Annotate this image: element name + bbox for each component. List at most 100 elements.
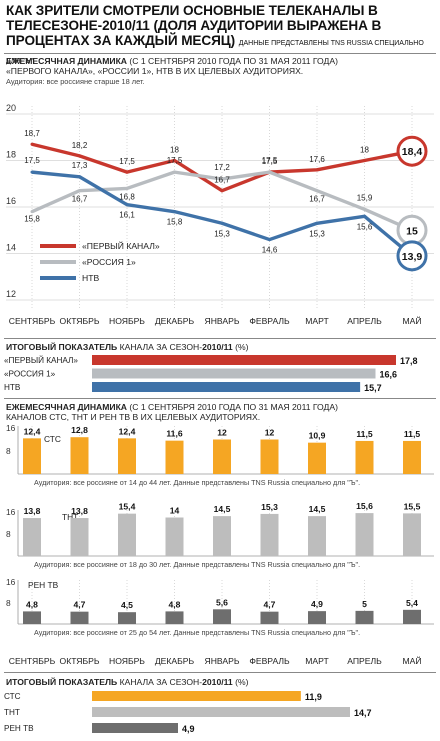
month-bar-value: 5,4	[406, 598, 418, 608]
channel-label: ТНТ	[62, 512, 78, 522]
month-bar-value: 14,5	[214, 504, 231, 514]
month-bar-value: 15,6	[356, 501, 373, 511]
section3-heading-rest: (с 1 сентября 2010 года по 31 мая 2011 г…	[129, 402, 338, 412]
y-tick-label: 16	[6, 577, 16, 587]
section3-heading: Ежемесячная динамика (с 1 сентября 2010 …	[6, 402, 438, 412]
line-chart-legend: «ПЕРВЫЙ КАНАЛ» «РОССИЯ 1» НТВ	[40, 240, 160, 283]
section4-heading-season: 2010/11	[202, 677, 233, 687]
row-label: «РОССИЯ 1»	[4, 370, 56, 379]
month-bar-value: 11,5	[356, 429, 372, 439]
panel-audience: Аудитория: все россияне от 18 до 30 лет.…	[34, 560, 360, 569]
row-label: СТС	[4, 692, 21, 701]
data-label: 17,5	[262, 157, 278, 166]
channel-label: СТС	[44, 434, 61, 444]
y-tick-label: 16	[6, 507, 16, 517]
month-bar-value: 4,5	[121, 600, 133, 610]
month-bar	[308, 611, 326, 624]
month-bar-value: 15,3	[261, 502, 278, 512]
end-value-circle	[396, 135, 428, 167]
section1-heading-bold: Ежемесячная динамика	[6, 56, 128, 66]
data-point	[173, 170, 176, 174]
data-label: 17,5	[262, 156, 278, 165]
month-bar-value: 4,8	[26, 599, 38, 609]
month-bar-value: 5,6	[216, 597, 228, 607]
data-label: 15,6	[357, 222, 373, 231]
month-bar	[118, 612, 136, 624]
data-label: 17,6	[309, 155, 325, 164]
month-bar	[403, 609, 421, 624]
month-bar	[165, 611, 184, 624]
line-chart-grid: 12 14 16 18 20 СЕНТЯБРЬ ОКТЯБРЬ НОЯБРЬ ДЕКАБРЬ ЯН…	[6, 103, 434, 326]
section3-heading-bold: Ежемесячная динамика	[6, 402, 128, 412]
section1-subheading: «Первого канала», «России 1», НТВ в их ц…	[6, 66, 304, 76]
data-point	[268, 170, 271, 174]
end-value-circle	[396, 240, 428, 272]
season-bar	[92, 691, 301, 701]
data-point	[315, 168, 319, 172]
section1-heading: Ежемесячная динамика (с 1 сентября 2010 …	[6, 56, 438, 66]
y-tick-label: 8	[6, 598, 11, 608]
divider	[4, 398, 436, 399]
section4-heading-unit: (%)	[235, 677, 249, 687]
month-bar-value: 12,4	[24, 426, 41, 436]
data-label: 18,7	[24, 129, 40, 138]
y-tick-label: 16	[6, 196, 16, 206]
month-bar-value: 13,8	[71, 506, 88, 516]
y-tick-label: 16	[6, 424, 16, 433]
data-label: 16,1	[119, 211, 135, 220]
season-bar-value: 11,9	[305, 692, 322, 702]
month-bar	[403, 440, 421, 474]
data-point	[30, 170, 34, 174]
month-bar	[213, 439, 231, 474]
data-point	[78, 154, 81, 158]
month-bar	[23, 518, 41, 556]
data-point	[268, 238, 271, 242]
season-bar-value: 4,9	[182, 724, 195, 734]
month-bar	[118, 438, 136, 474]
data-label: 16,7	[309, 195, 325, 204]
month-bar-value: 14	[170, 506, 180, 516]
month-bar-value: 14,5	[309, 504, 326, 514]
section3-subheading: каналов СТС, ТНТ и РЕН ТВ в их целевых а…	[6, 412, 261, 422]
section1-audience: Аудитория: все россияне старше 18 лет.	[6, 77, 145, 86]
data-label: 17,2	[214, 163, 230, 172]
data-label: 17,3	[72, 161, 88, 170]
chart-title: Как зрители смотрели основные телеканалы…	[6, 3, 438, 69]
data-point	[363, 207, 366, 211]
month-bar-value: 12	[217, 428, 227, 438]
data-label: 18,2	[72, 141, 88, 150]
data-point	[315, 221, 319, 225]
month-bar	[355, 513, 374, 556]
data-label: 15,3	[214, 229, 230, 238]
data-point	[173, 210, 176, 214]
data-point	[220, 221, 224, 225]
month-bar	[308, 516, 326, 556]
month-bar-value: 11,5	[404, 429, 420, 439]
section2-heading: Итоговый показатель канала за сезон-2010…	[6, 342, 248, 352]
legend-label: «РОССИЯ 1»	[82, 257, 136, 267]
season-bar-value: 16,6	[380, 370, 398, 380]
data-point	[173, 159, 176, 162]
month-bar	[213, 609, 231, 624]
section1-heading-rest: (с 1 сентября 2010 года по 31 мая 2011 г…	[129, 56, 338, 66]
source-note: Данные представлены TNS Russia специальн…	[6, 40, 424, 65]
data-label: 15,3	[309, 229, 325, 238]
month-bar	[70, 611, 89, 624]
month-bar	[165, 440, 184, 474]
title-text: Как зрители смотрели основные телеканалы…	[6, 3, 382, 48]
line-chart-series	[30, 142, 414, 258]
data-label: 17,5	[119, 157, 135, 166]
month-bar	[213, 516, 231, 556]
month-label: СЕНТЯБРЬ	[9, 656, 56, 666]
data-point	[125, 203, 129, 207]
data-point	[220, 177, 224, 181]
month-bar-value: 4,7	[264, 600, 276, 610]
section4-heading: Итоговый показатель канала за сезон-2010…	[6, 677, 248, 687]
data-label: 18	[170, 146, 179, 155]
month-bar-value: 11,6	[166, 429, 182, 439]
season-total-chart-2: СТС 11,9 ТНТ 14,7 РЕН ТВ 4,9	[4, 691, 372, 734]
month-bar	[70, 437, 89, 474]
month-label: НОЯБРЬ	[109, 656, 145, 666]
month-label: ФЕВРАЛЬ	[249, 316, 290, 326]
